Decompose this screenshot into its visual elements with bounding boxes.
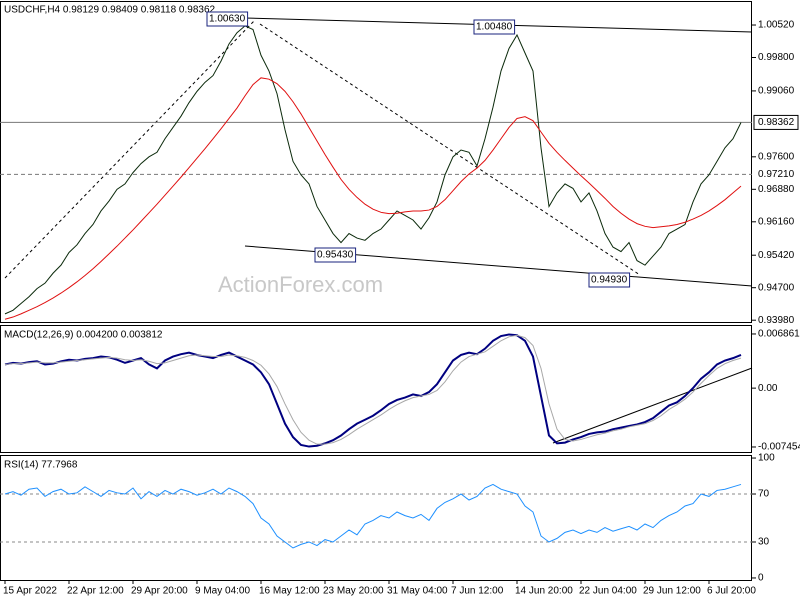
macd-trendline: [552, 367, 753, 444]
x-tick-label: 22 Apr 12:00: [67, 586, 124, 597]
x-tick-label: 6 Jul 20:00: [707, 586, 756, 597]
series-line: [4, 25, 742, 315]
annotation: 1.00480: [476, 22, 513, 33]
x-tick-label: 14 Jun 20:00: [515, 586, 573, 597]
y-tick-label: 0.97600: [758, 151, 795, 162]
macd-panel: [0, 325, 752, 453]
channel-line: [259, 23, 641, 276]
annotation-box: [473, 19, 516, 35]
y-tick-label: 0.95420: [758, 250, 795, 261]
x-tick-label: 23 May 20:00: [323, 586, 384, 597]
annotation-box: [588, 272, 631, 288]
x-tick-label: 7 Jun 12:00: [451, 586, 504, 597]
series-line: [4, 333, 742, 448]
rsi-header: RSI(14) 77.7968: [4, 460, 78, 471]
y-tick-label: 0.99060: [758, 86, 795, 97]
price-label-box: [753, 114, 799, 130]
series-line: [4, 77, 742, 320]
annotation: 0.95430: [317, 250, 354, 261]
x-tick-label: 22 Jun 04:00: [579, 586, 637, 597]
y-tick-label: 0.96880: [758, 184, 795, 195]
annotation-box: [206, 11, 249, 27]
y-tick-label: 30: [758, 537, 770, 548]
watermark: ActionForex.com: [218, 272, 383, 297]
y-tick-label: 0.94700: [758, 282, 795, 293]
x-tick-label: 9 May 04:00: [195, 586, 250, 597]
x-tick-label: 29 Jun 12:00: [643, 586, 701, 597]
series-line: [4, 334, 742, 445]
y-tick-label: 0.00: [758, 383, 778, 394]
macd-header: MACD(12,26,9) 0.004200 0.003812: [4, 330, 163, 341]
x-tick-label: 15 Apr 2022: [3, 586, 57, 597]
y-tick-label: 0.006861: [758, 329, 800, 340]
price-label: 0.97210: [758, 169, 795, 180]
y-tick-label: 0.96160: [758, 216, 795, 227]
price-panel: [0, 1, 752, 323]
y-tick-label: 70: [758, 489, 770, 500]
y-tick-label: 0.93980: [758, 315, 795, 326]
annotation-box: [314, 247, 357, 263]
channel-line: [4, 19, 256, 279]
annotation: 0.94930: [591, 275, 628, 286]
y-tick-label: 100: [758, 453, 775, 464]
x-tick-label: 31 May 04:00: [387, 586, 448, 597]
y-tick-label: 0: [758, 573, 764, 584]
annotation: 1.00630: [209, 14, 246, 25]
rsi-panel: [0, 455, 752, 581]
y-tick-label: 0.99800: [758, 52, 795, 63]
price-header: USDCHF,H4 0.98129 0.98409 0.98118 0.9836…: [4, 5, 216, 16]
price-label: 0.98362: [758, 117, 795, 128]
x-tick-label: 29 Apr 20:00: [131, 586, 188, 597]
series-line: [4, 483, 742, 549]
price-label-box: [754, 167, 798, 182]
y-tick-label: -0.007454: [758, 442, 800, 453]
y-tick-label: 1.00520: [758, 20, 795, 31]
x-tick-label: 16 May 12:00: [259, 586, 320, 597]
